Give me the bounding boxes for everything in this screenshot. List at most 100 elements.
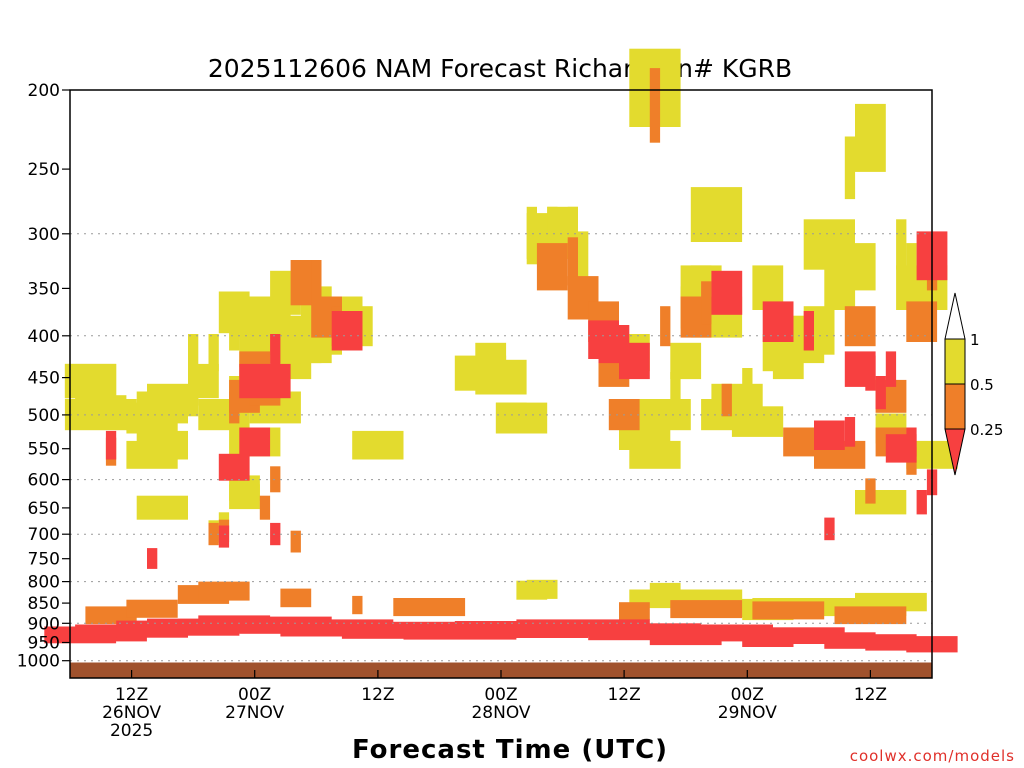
y-tick-label: 250 (28, 160, 60, 180)
ri-cell (844, 417, 856, 447)
ri-cell (218, 525, 230, 548)
ri-cell (567, 237, 578, 286)
y-tick-label: 1000 (17, 652, 60, 672)
y-tick-label: 450 (28, 369, 60, 389)
y-axis: 200 250 300 350 400 450 500 550 600 650 700 750 8008… (17, 81, 70, 672)
x-tick-label: 12Z (115, 685, 148, 705)
y-tick-label: 750 (28, 550, 60, 570)
ri-cell (536, 243, 568, 291)
ri-cell (814, 420, 845, 450)
ri-cell (208, 522, 219, 546)
ri-cell (270, 334, 281, 372)
x-tick-label: 12Z (361, 685, 394, 705)
ri-cell (690, 187, 743, 242)
ri-cell (885, 351, 897, 387)
x-tick-label: 28NOV (471, 703, 530, 723)
ri-cell (208, 334, 219, 372)
ri-cell (147, 548, 158, 569)
y-tick-label: 650 (28, 499, 60, 519)
ri-cell (649, 68, 661, 143)
y-tick-label: 350 (28, 279, 60, 299)
ri-cell (136, 495, 188, 520)
ri-cell (803, 311, 814, 351)
y-tick-label: 400 (28, 327, 60, 347)
ri-cell (136, 430, 188, 460)
x-tick-label: 00Z (484, 685, 517, 705)
ri-cell (64, 399, 137, 431)
richardson-cells (44, 48, 958, 653)
ri-cell (916, 490, 927, 515)
colorbar-label-0.25: 0.25 (970, 421, 1003, 439)
x-tick-label: 12Z (854, 685, 887, 705)
ri-cell (824, 632, 876, 649)
x-tick-label: 2025 (110, 721, 153, 741)
ri-cell (259, 495, 271, 520)
colorbar-label-0.5: 0.5 (970, 376, 994, 394)
ri-cell (711, 270, 743, 315)
ri-cell (865, 355, 876, 391)
x-tick-label: 27NOV (225, 703, 284, 723)
ri-cell (855, 490, 907, 515)
x-tick-label: 29NOV (718, 703, 777, 723)
ri-cell (834, 606, 907, 625)
ri-cell (875, 376, 886, 410)
ri-cell (619, 342, 650, 380)
plot-area (44, 48, 958, 679)
ri-cell (844, 243, 876, 291)
ri-cell (105, 430, 117, 460)
ri-cell (393, 598, 466, 617)
ri-cell (188, 334, 199, 372)
y-tick-label: 300 (28, 225, 60, 245)
ri-cell (844, 306, 876, 347)
ri-cell (567, 206, 578, 259)
y-tick-label: 600 (28, 471, 60, 491)
ri-cell (844, 136, 856, 200)
ri-cell (331, 311, 363, 351)
ri-cell (270, 466, 281, 493)
colorbar-bin-yellow (944, 338, 966, 385)
ri-cell (670, 600, 743, 619)
ri-cell (824, 517, 835, 541)
ri-cell (762, 301, 794, 342)
ri-cell (239, 363, 291, 399)
ri-cell (352, 430, 404, 460)
y-tick-label: 850 (28, 594, 60, 614)
ri-cell (311, 260, 322, 306)
y-tick-label: 700 (28, 525, 60, 545)
ri-cell (85, 606, 137, 625)
ri-cell (578, 231, 589, 281)
ri-cell (752, 601, 825, 620)
ri-cell (270, 522, 281, 546)
ri-cell (731, 406, 784, 437)
x-tick-label: 26NOV (102, 703, 161, 723)
ri-cell (126, 599, 178, 618)
ri-cell (670, 342, 702, 380)
ri-cell (290, 530, 301, 553)
y-tick-label: 500 (28, 406, 60, 426)
y-tick-label: 900 (28, 614, 60, 634)
ri-cell (742, 368, 753, 402)
colorbar: 1 0.5 0.25 (944, 292, 1003, 476)
colorbar-bin-orange (944, 383, 966, 430)
ri-cell (280, 588, 312, 608)
y-tick-label: 950 (28, 634, 60, 654)
x-tick-label: 12Z (607, 685, 640, 705)
chart-title: 2025112606 NAM Forecast Richardson# KGRB (208, 54, 792, 83)
x-tick-label: 00Z (731, 685, 764, 705)
ri-cell (495, 402, 548, 434)
colorbar-top-arrow (944, 292, 966, 340)
ri-cell (64, 363, 117, 399)
ri-cell (906, 427, 917, 457)
ri-cell (670, 372, 681, 406)
colorbar-label-1: 1 (970, 331, 980, 349)
x-axis-label: Forecast Time (UTC) (352, 735, 668, 765)
ri-cell (865, 478, 876, 504)
credit-text: coolwx.com/models (850, 747, 1015, 765)
x-tick-label: 00Z (238, 685, 271, 705)
ri-cell (783, 427, 814, 457)
ri-cell (865, 634, 917, 651)
ri-cell (218, 453, 250, 481)
ri-cell (619, 602, 650, 621)
